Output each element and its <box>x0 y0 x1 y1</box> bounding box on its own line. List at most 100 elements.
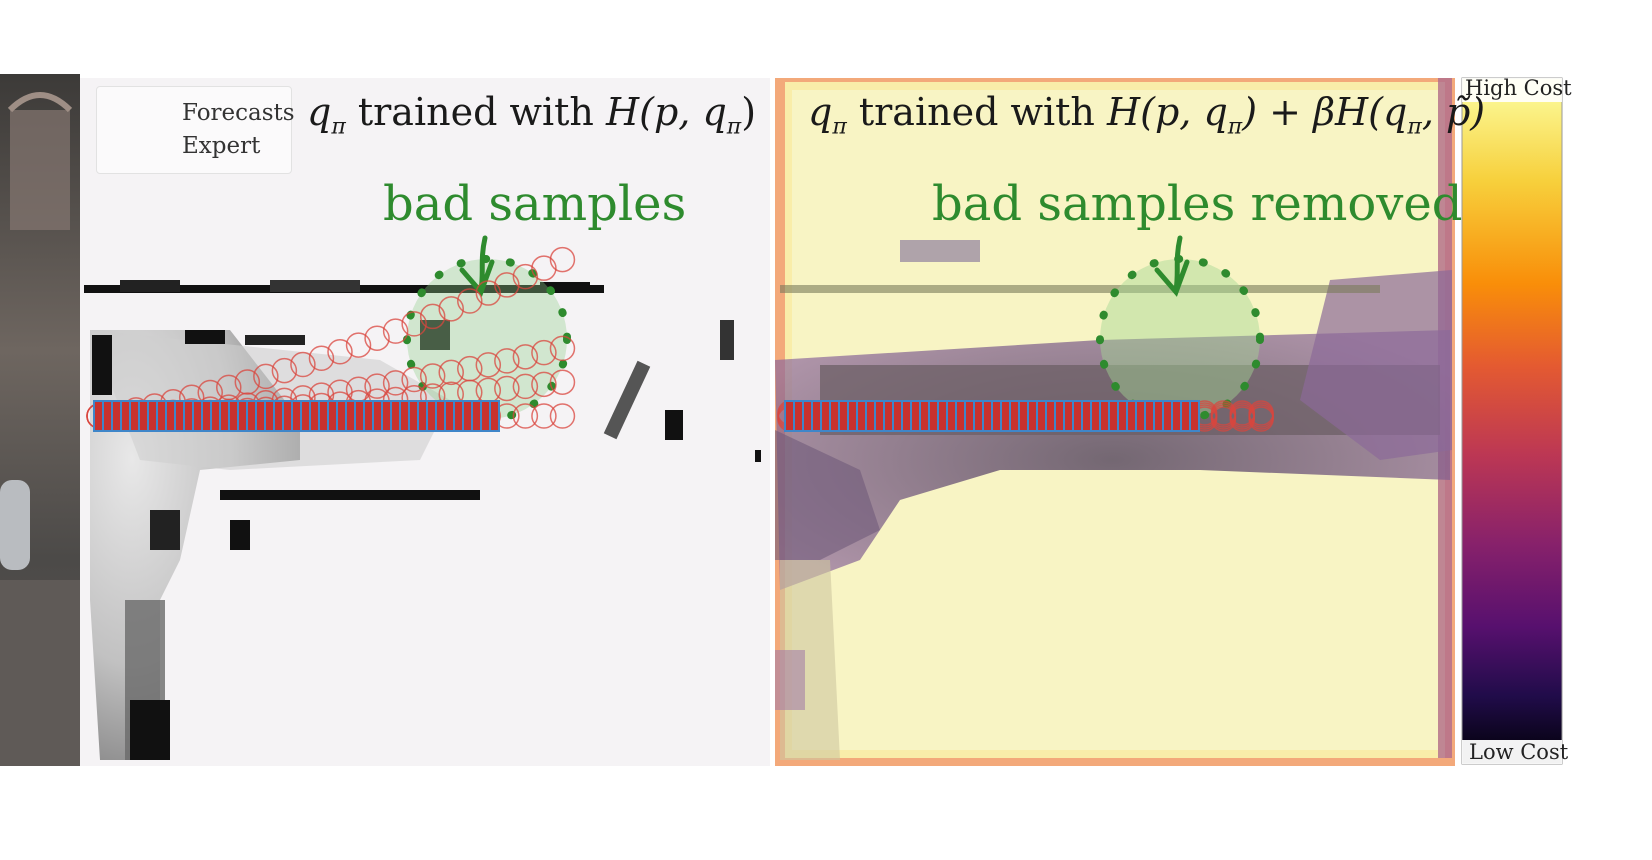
expert-box <box>390 400 401 432</box>
forecast-circle <box>234 369 261 395</box>
forecast-circle <box>345 332 372 358</box>
expert-box <box>1117 400 1128 432</box>
expert-box <box>928 400 939 432</box>
forecast-circle <box>475 280 502 306</box>
right-annotation: bad samples removed <box>932 176 1463 232</box>
forecast-circle <box>512 403 539 429</box>
expert-box <box>300 400 311 432</box>
expert-box <box>336 400 347 432</box>
expert-box <box>1090 400 1101 432</box>
left-expert-trajectory <box>93 400 500 432</box>
left-title-formula-end: ) <box>741 90 757 134</box>
forecast-circle <box>1248 406 1274 432</box>
forecast-circle <box>364 373 390 399</box>
expert-box <box>129 400 140 432</box>
forecast-circle <box>475 352 502 378</box>
expert-box <box>372 400 383 432</box>
forecast-circle <box>308 345 335 372</box>
left-title-sub: π <box>331 114 346 140</box>
expert-box <box>102 400 113 432</box>
expert-box <box>435 400 446 432</box>
forecast-circle <box>549 403 576 429</box>
expert-box <box>892 400 903 432</box>
expert-box <box>1108 400 1119 432</box>
expert-box <box>318 400 329 432</box>
expert-box <box>1099 400 1110 432</box>
forecast-circle <box>512 373 539 400</box>
forecast-circle <box>401 311 427 337</box>
expert-box <box>453 400 464 432</box>
forecast-circle <box>549 335 576 362</box>
expert-box <box>1000 400 1011 432</box>
forecast-circle <box>494 375 520 402</box>
left-panel-title: qπ trained with H(p, qπ) <box>307 90 756 140</box>
expert-box <box>120 400 131 432</box>
forecast-circle <box>494 348 520 374</box>
expert-box <box>174 400 185 432</box>
expert-box <box>381 400 392 432</box>
right-panel <box>775 78 1455 766</box>
expert-box <box>399 400 410 432</box>
right-title-main: trained with <box>846 90 1107 134</box>
expert-box <box>255 400 266 432</box>
forecast-circle <box>512 344 539 370</box>
left-title-main: trained with <box>345 90 606 134</box>
forecast-circle <box>1229 406 1256 432</box>
legend-label-expert: Expert <box>182 133 261 159</box>
colorbar <box>1461 77 1563 765</box>
expert-box <box>111 400 122 432</box>
expert-box <box>471 400 482 432</box>
expert-box <box>237 400 248 432</box>
expert-box <box>165 400 176 432</box>
forecast-circle <box>494 272 520 298</box>
forecast-circle <box>364 325 390 351</box>
forecast-circle <box>253 363 279 390</box>
expert-box <box>264 400 275 432</box>
right-bad-sample-region <box>1100 259 1260 419</box>
forecast-circle <box>531 371 557 398</box>
expert-box <box>991 400 1002 432</box>
expert-box <box>1144 400 1155 432</box>
left-bad-sample-region <box>407 259 567 419</box>
expert-box <box>1180 400 1191 432</box>
expert-box <box>210 400 221 432</box>
expert-box <box>820 400 831 432</box>
expert-box <box>910 400 921 432</box>
right-title-formula: H(p, q <box>1107 90 1228 134</box>
forecast-circle <box>457 288 483 314</box>
expert-box <box>982 400 993 432</box>
expert-box <box>1189 400 1200 432</box>
expert-box <box>93 400 104 432</box>
expert-box <box>417 400 428 432</box>
expert-box <box>964 400 975 432</box>
forecast-circle <box>549 246 576 273</box>
expert-box <box>282 400 293 432</box>
expert-box <box>183 400 194 432</box>
legend: Forecasts Expert <box>96 86 295 174</box>
expert-box <box>847 400 858 432</box>
forecast-circle <box>531 255 557 281</box>
forecast-circle <box>531 403 557 429</box>
expert-box <box>793 400 804 432</box>
right-title-formula-end: , p̃) <box>1421 90 1486 134</box>
expert-box <box>363 400 374 432</box>
right-panel-title: qπ trained with H(p, qπ) + βH(qπ, p̃) <box>808 90 1485 140</box>
right-arrow-icon <box>1154 235 1190 297</box>
colorbar-low-label: Low Cost <box>1469 740 1569 764</box>
expert-box <box>856 400 867 432</box>
expert-box <box>1171 400 1182 432</box>
forecast-circle <box>438 296 464 322</box>
forecast-circle <box>549 369 576 395</box>
expert-box <box>228 400 239 432</box>
expert-box <box>1072 400 1083 432</box>
expert-box <box>883 400 894 432</box>
colorbar-high-label: High Cost <box>1465 76 1572 100</box>
forecast-circle <box>271 357 298 384</box>
forecast-circle <box>438 359 464 386</box>
expert-box <box>1135 400 1146 432</box>
expert-box <box>937 400 948 432</box>
expert-box <box>1126 400 1137 432</box>
expert-box <box>946 400 957 432</box>
forecast-circle <box>401 366 427 393</box>
expert-box <box>273 400 284 432</box>
